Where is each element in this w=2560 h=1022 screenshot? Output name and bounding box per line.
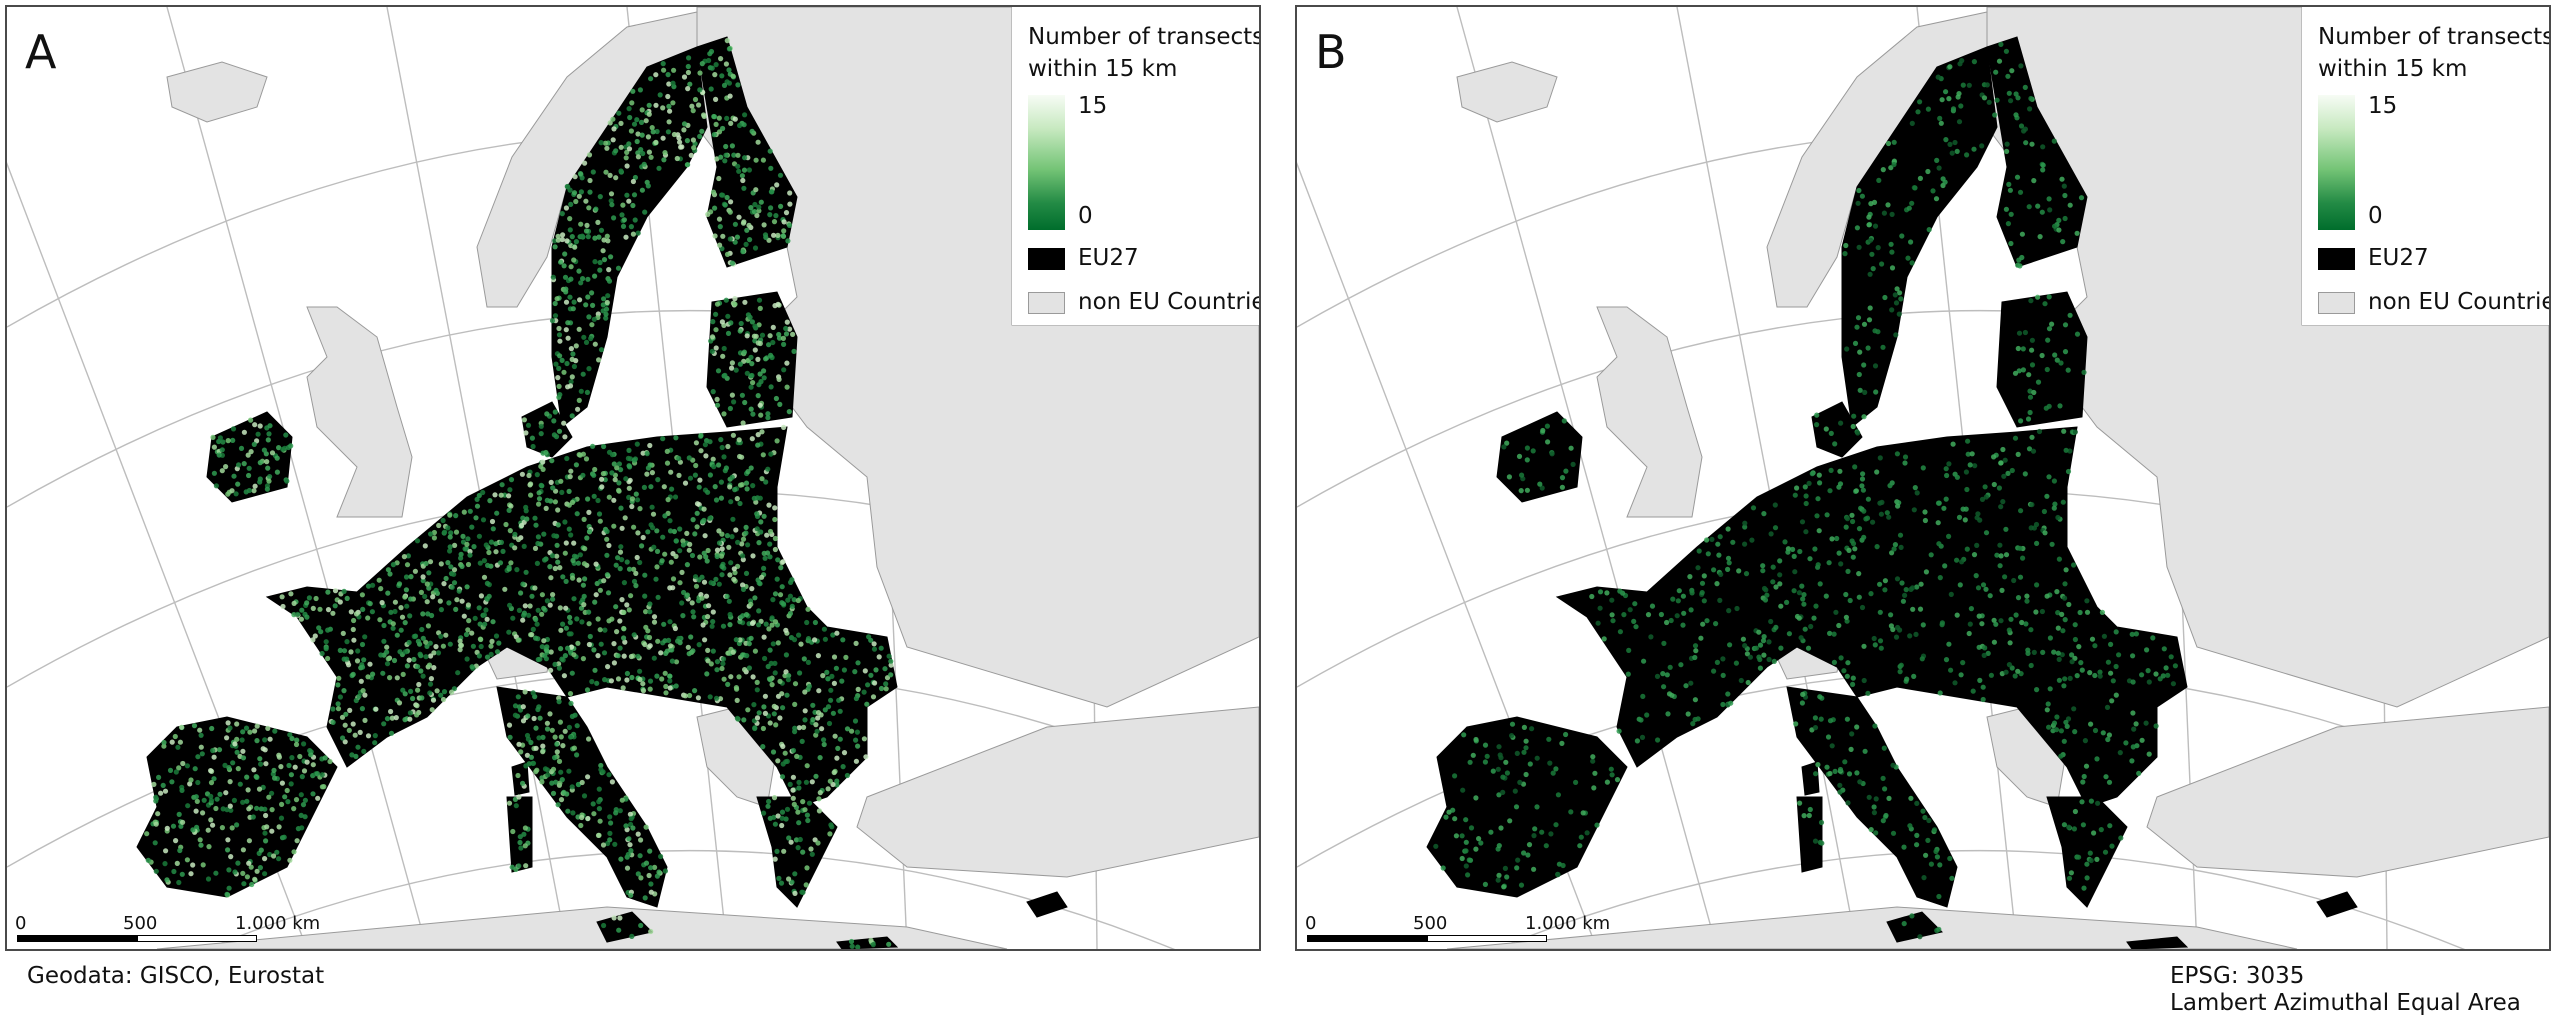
epsg-code: EPSG: 3035: [2170, 963, 2305, 989]
scale-label-500: 500: [123, 913, 158, 934]
panel-letter: B: [1315, 25, 1347, 79]
scale-label-500: 500: [1413, 913, 1448, 934]
scale-segment-black: [1307, 935, 1427, 942]
geodata-source: Geodata: GISCO, Eurostat: [27, 963, 325, 989]
projection-name: Lambert Azimuthal Equal Area: [2170, 990, 2521, 1016]
legend: Number of transects within 15 km 15 0 EU…: [1012, 7, 1259, 325]
scale-segment-white: [1427, 935, 1547, 942]
non-eu-label: non EU Countries: [2368, 289, 2551, 315]
eu-label: EU27: [1078, 245, 1139, 271]
map-canvas-a: [7, 7, 1259, 949]
scale-label-1000: 1.000 km: [1525, 913, 1611, 934]
legend: Number of transects within 15 km 15 0 EU…: [2302, 7, 2549, 325]
eu-swatch: [2318, 248, 2355, 270]
color-ramp: [1028, 95, 1065, 230]
eu-label: EU27: [2368, 245, 2429, 271]
non-eu-countries: [1446, 7, 2549, 949]
color-ramp: [2318, 95, 2355, 230]
eu-swatch: [1028, 248, 1065, 270]
non-eu-label: non EU Countries: [1078, 289, 1261, 315]
map-panel-a: A Number of transects within 15 km 15 0 …: [5, 5, 1261, 951]
map-canvas-b: [1297, 7, 2549, 949]
scale-bar: 0 500 1.000 km: [1305, 913, 1610, 942]
scale-label-0: 0: [15, 913, 27, 934]
scale-segment-white: [137, 935, 257, 942]
non-eu-swatch: [2318, 292, 2355, 314]
ramp-max-label: 15: [1078, 93, 1108, 119]
scale-bar: 0 500 1.000 km: [15, 913, 320, 942]
ramp-max-label: 15: [2368, 93, 2398, 119]
transect-points: [144, 38, 894, 949]
map-panel-b: B Number of transects within 15 km 15 0 …: [1295, 5, 2551, 951]
transect-points: [1433, 41, 2178, 940]
ramp-min-label: 0: [2368, 203, 2383, 229]
legend-title: Number of transects within 15 km: [2318, 24, 2551, 82]
ramp-min-label: 0: [1078, 203, 1093, 229]
scale-label-0: 0: [1305, 913, 1317, 934]
eu27-land: [1426, 36, 2358, 949]
scale-label-1000: 1.000 km: [235, 913, 321, 934]
panel-letter: A: [25, 25, 57, 79]
legend-title: Number of transects within 15 km: [1028, 24, 1261, 82]
non-eu-swatch: [1028, 292, 1065, 314]
scale-segment-black: [17, 935, 137, 942]
